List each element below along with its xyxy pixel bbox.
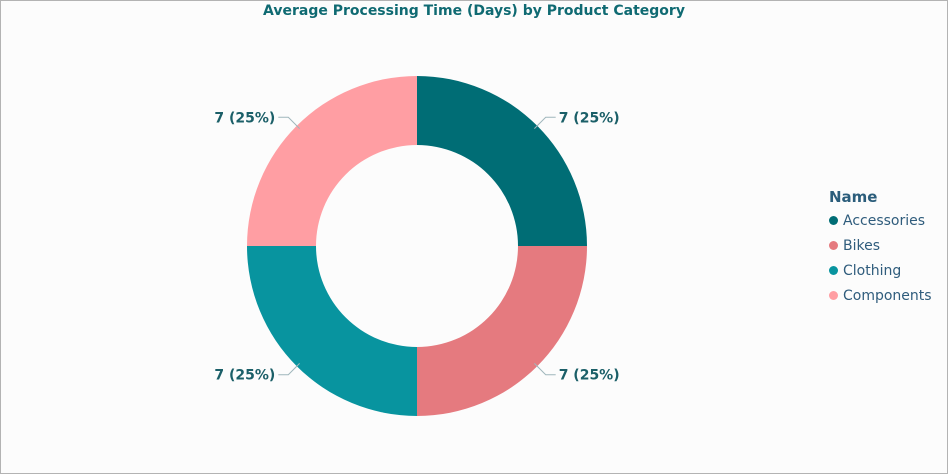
data-label-accessories: 7 (25%) [559, 110, 620, 126]
legend-item-bikes[interactable]: Bikes [829, 233, 932, 258]
legend-item-components[interactable]: Components [829, 283, 932, 308]
data-label-clothing: 7 (25%) [214, 368, 275, 384]
legend-marker-icon [829, 216, 838, 225]
legend-marker-icon [829, 291, 838, 300]
legend-item-accessories[interactable]: Accessories [829, 208, 932, 233]
donut-slice-clothing[interactable] [247, 246, 417, 416]
chart-title: Average Processing Time (Days) by Produc… [263, 3, 685, 19]
legend-label: Components [843, 287, 932, 304]
legend-marker-icon [829, 266, 838, 275]
donut-slice-components[interactable] [247, 76, 417, 246]
leader-line-components [278, 116, 300, 129]
legend-title: Name [829, 188, 878, 206]
donut-slice-bikes[interactable] [417, 246, 587, 416]
data-label-bikes: 7 (25%) [559, 368, 620, 384]
data-label-components: 7 (25%) [214, 110, 275, 126]
legend-label: Bikes [843, 237, 881, 254]
legend-marker-icon [829, 241, 838, 250]
leader-line-bikes [534, 363, 556, 376]
legend-label: Accessories [843, 212, 926, 229]
leader-line-clothing [278, 363, 300, 376]
legend: Name Accessories Bikes Clothing Components [829, 188, 932, 308]
legend-label: Clothing [843, 262, 902, 279]
leader-line-accessories [534, 116, 556, 129]
donut-slice-accessories[interactable] [417, 76, 587, 246]
legend-item-clothing[interactable]: Clothing [829, 258, 932, 283]
